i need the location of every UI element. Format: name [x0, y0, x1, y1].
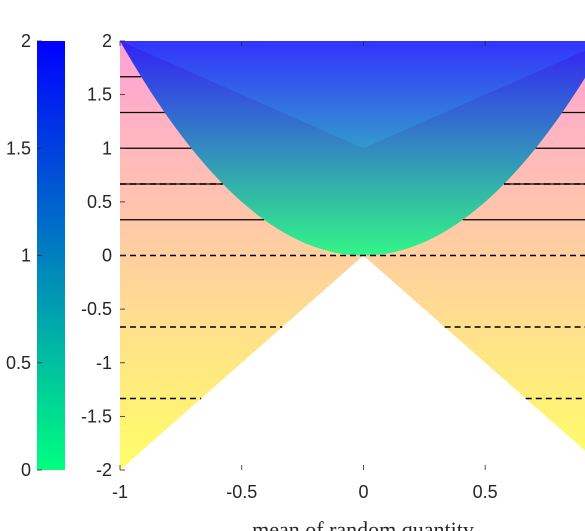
y-tick-label-3: -0.5 — [81, 299, 112, 319]
x-tick-label-3: 0.5 — [473, 482, 498, 502]
level-lines — [120, 76, 585, 400]
colorbar-tick-label-2: 1 — [21, 246, 31, 266]
y-tick-label-6: 1 — [102, 138, 112, 158]
colorbar-tick-label-1: 0.5 — [6, 353, 31, 373]
x-axis-ticks: -1 -0.5 0 0.5 — [112, 41, 498, 502]
plot-area: -1 -0.5 0 0.5 -2 -1.5 -1 -0.5 0 0.5 1 1.5 2 mean of… — [81, 31, 585, 531]
colorbar-tick-label-4: 2 — [21, 31, 31, 51]
x-axis-title: mean of random quantity — [252, 517, 474, 531]
y-tick-label-2: -1 — [96, 353, 112, 373]
upper-region-area — [120, 41, 585, 256]
colorbar-ticks: 0 0.5 1 1.5 2 — [6, 31, 42, 480]
x-tick-label-1: -0.5 — [226, 482, 257, 502]
y-tick-label-1: -1.5 — [81, 406, 112, 426]
y-tick-label-0: -2 — [96, 460, 112, 480]
y-tick-label-8: 2 — [102, 31, 112, 51]
y-tick-label-5: 0.5 — [87, 192, 112, 212]
y-axis-ticks: -2 -1.5 -1 -0.5 0 0.5 1 1.5 2 — [81, 31, 125, 480]
colorbar-tick-label-0: 0 — [21, 460, 31, 480]
x-tick-label-2: 0 — [358, 482, 368, 502]
y-tick-label-7: 1.5 — [87, 85, 112, 105]
colorbar-tick-label-3: 1.5 — [6, 138, 31, 158]
x-tick-label-0: -1 — [112, 482, 128, 502]
colorbar: 0 0.5 1 1.5 2 — [6, 31, 65, 480]
y-tick-label-4: 0 — [102, 246, 112, 266]
